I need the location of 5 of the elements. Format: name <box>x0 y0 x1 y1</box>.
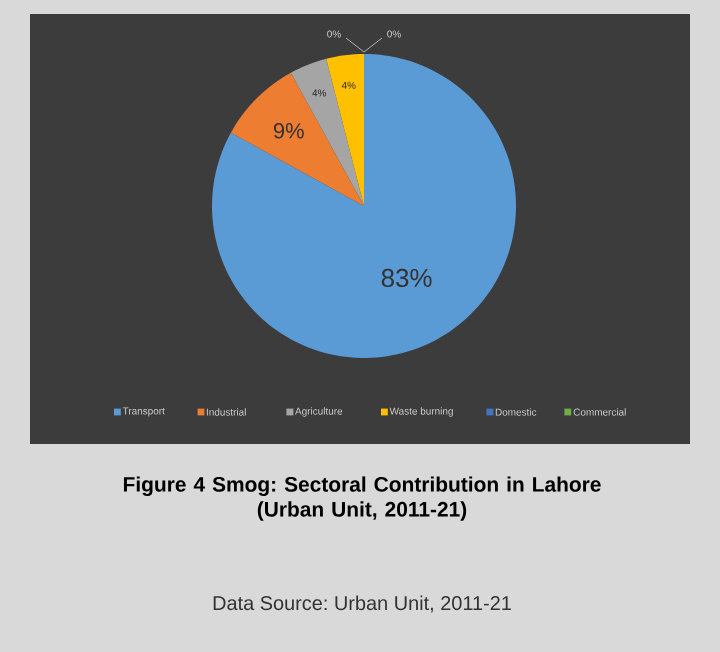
data-label: 9% <box>273 123 304 139</box>
text: Figure 4 Smog: Sectoral Contribution in Lahore <box>123 476 601 496</box>
text: (Urban Unit, 2011-21) <box>257 501 467 521</box>
data-label: 83% <box>381 268 432 288</box>
source-note: Data Source: Urban Unit, 2011-21 <box>213 595 511 613</box>
